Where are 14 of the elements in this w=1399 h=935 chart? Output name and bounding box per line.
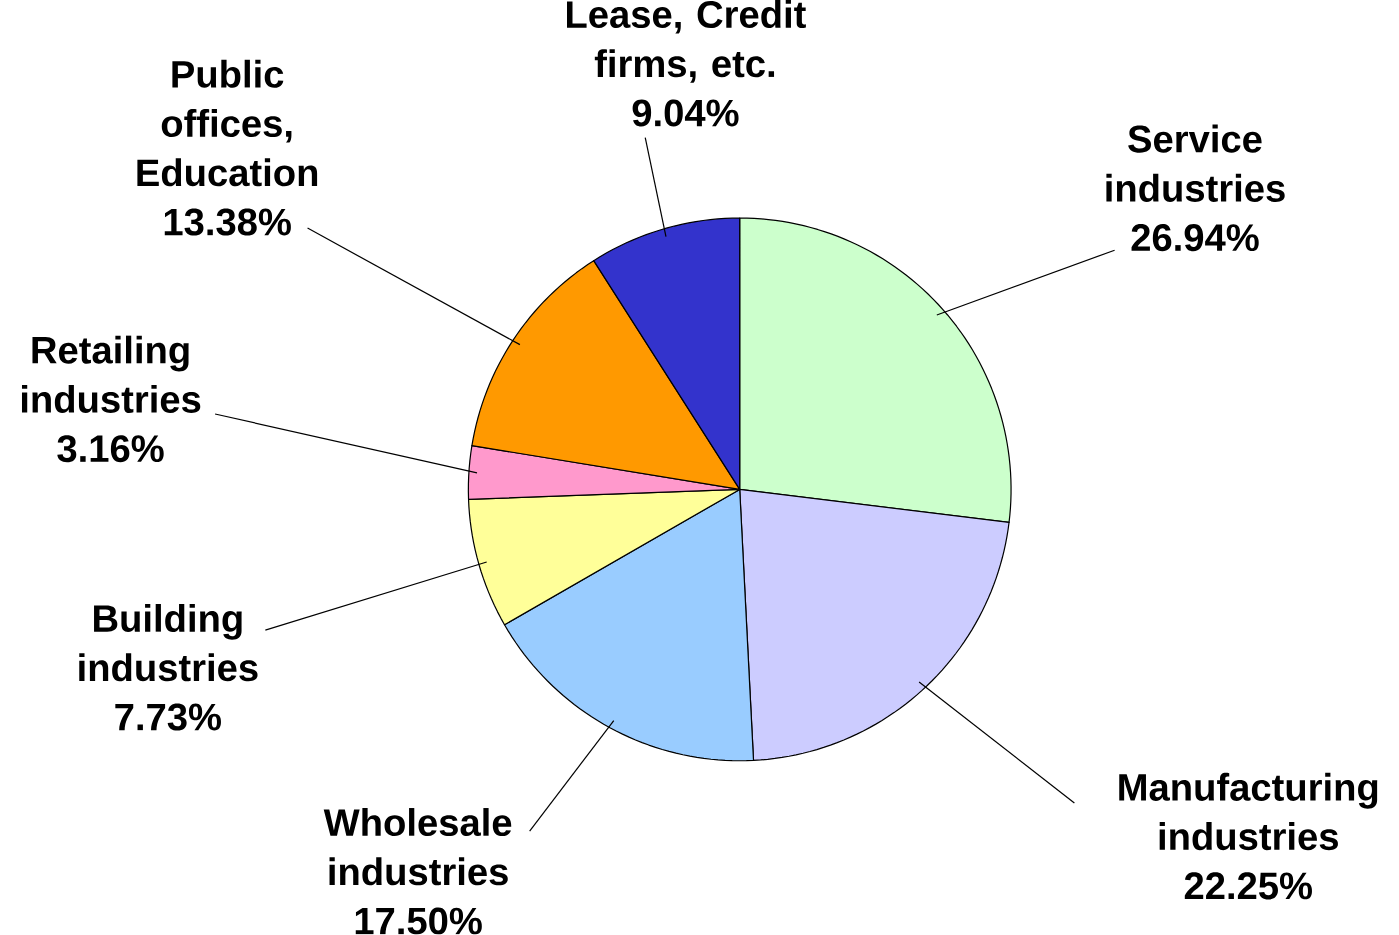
data-label: 17.50% [355, 907, 482, 935]
slice-label: Manufacturing industries [1119, 773, 1378, 851]
data-label: 26.94% [1131, 224, 1259, 252]
data-label: 13.38% [164, 208, 291, 236]
slice-label: Retailing industries [21, 335, 201, 414]
data-label: 7.73% [115, 703, 221, 731]
slice-label: Service industries [1106, 124, 1285, 203]
data-label: 9.04% [632, 99, 739, 127]
slice-label: Public offices, Education [137, 59, 318, 187]
slice-label: Wholesale industries [323, 808, 512, 886]
data-label: 3.16% [57, 435, 164, 463]
slice-label: Lease, Credit firms, etc. [567, 0, 806, 84]
slice-label: Building industries [79, 604, 258, 682]
data-label: 22.25% [1184, 872, 1312, 900]
